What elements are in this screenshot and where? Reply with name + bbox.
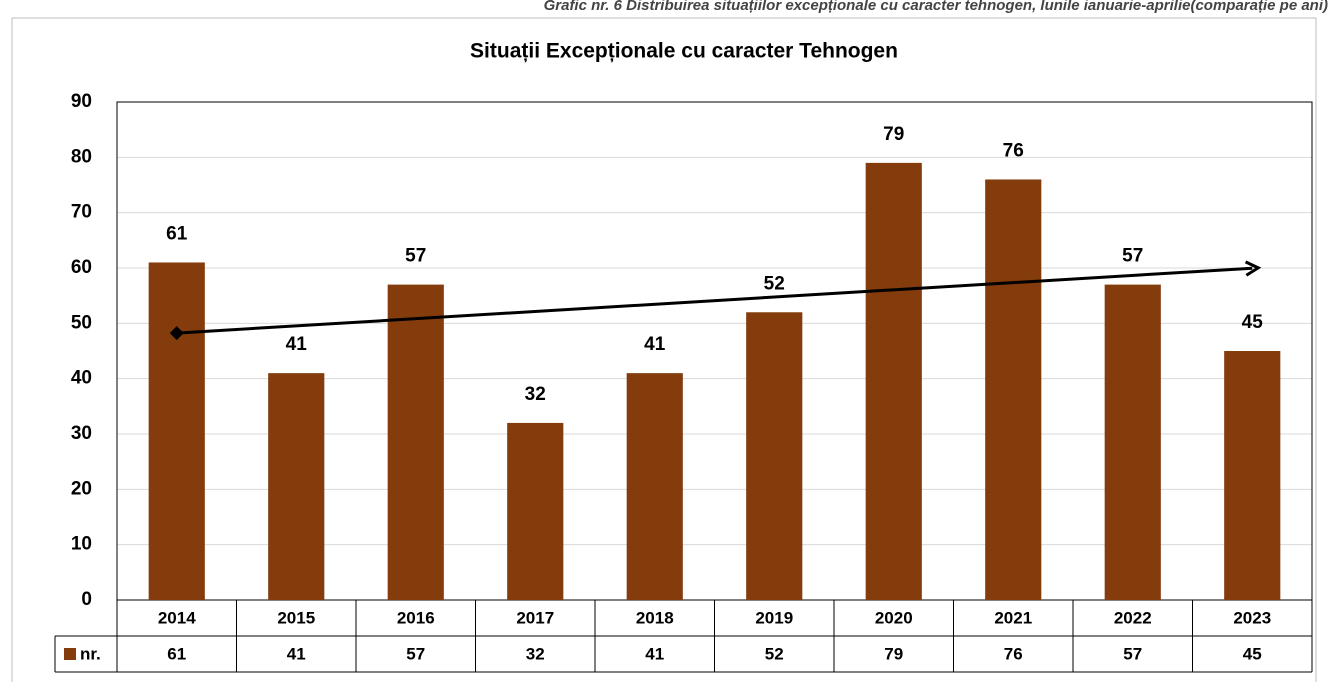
legend-swatch — [64, 648, 76, 660]
table-value: 41 — [287, 644, 306, 663]
y-tick-label: 30 — [71, 423, 92, 444]
table-value: 52 — [765, 644, 784, 663]
data-label: 52 — [764, 273, 785, 294]
x-tick-label: 2015 — [277, 608, 315, 627]
data-label: 41 — [644, 334, 666, 355]
data-label: 79 — [883, 124, 904, 145]
x-tick-label: 2018 — [636, 608, 674, 627]
bar — [149, 262, 205, 600]
y-tick-label: 20 — [71, 478, 92, 499]
table-value: 76 — [1004, 644, 1023, 663]
table-value: 57 — [406, 644, 425, 663]
x-tick-label: 2019 — [755, 608, 793, 627]
y-tick-label: 10 — [71, 534, 92, 555]
data-label: 57 — [1122, 246, 1143, 267]
y-tick-label: 40 — [71, 368, 92, 389]
bar — [746, 312, 802, 600]
x-tick-label: 2021 — [994, 608, 1032, 627]
table-value: 57 — [1123, 644, 1142, 663]
data-label: 61 — [166, 223, 188, 244]
table-value: 32 — [526, 644, 545, 663]
data-label: 76 — [1003, 140, 1024, 161]
caption: Grafic nr. 6 Distribuirea situațiilor ex… — [544, 0, 1328, 14]
table-value: 79 — [884, 644, 903, 663]
data-label: 45 — [1242, 312, 1264, 333]
x-tick-label: 2022 — [1114, 608, 1152, 627]
bar — [388, 285, 444, 600]
bar — [627, 373, 683, 600]
bar — [1224, 351, 1280, 600]
bar — [866, 163, 922, 600]
bar — [507, 423, 563, 600]
x-tick-label: 2020 — [875, 608, 913, 627]
y-tick-label: 0 — [81, 589, 92, 610]
table-value: 45 — [1243, 644, 1262, 663]
x-tick-label: 2016 — [397, 608, 435, 627]
x-tick-label: 2014 — [158, 608, 196, 627]
chart: Grafic nr. 6 Distribuirea situațiilor ex… — [0, 0, 1328, 682]
bar — [985, 179, 1041, 600]
y-tick-label: 50 — [71, 312, 92, 333]
y-tick-label: 70 — [71, 202, 92, 223]
y-tick-label: 90 — [71, 91, 92, 112]
chart-title: Situații Excepționale cu caracter Tehnog… — [470, 40, 898, 63]
data-label: 41 — [286, 334, 308, 355]
x-tick-label: 2017 — [516, 608, 554, 627]
table-value: 41 — [645, 644, 664, 663]
bar — [1105, 285, 1161, 600]
y-tick-label: 60 — [71, 257, 92, 278]
data-label: 32 — [525, 384, 546, 405]
y-tick-label: 80 — [71, 146, 92, 167]
bar — [268, 373, 324, 600]
x-tick-label: 2023 — [1233, 608, 1271, 627]
table-value: 61 — [167, 644, 186, 663]
legend-label: nr. — [80, 644, 101, 663]
data-label: 57 — [405, 246, 426, 267]
